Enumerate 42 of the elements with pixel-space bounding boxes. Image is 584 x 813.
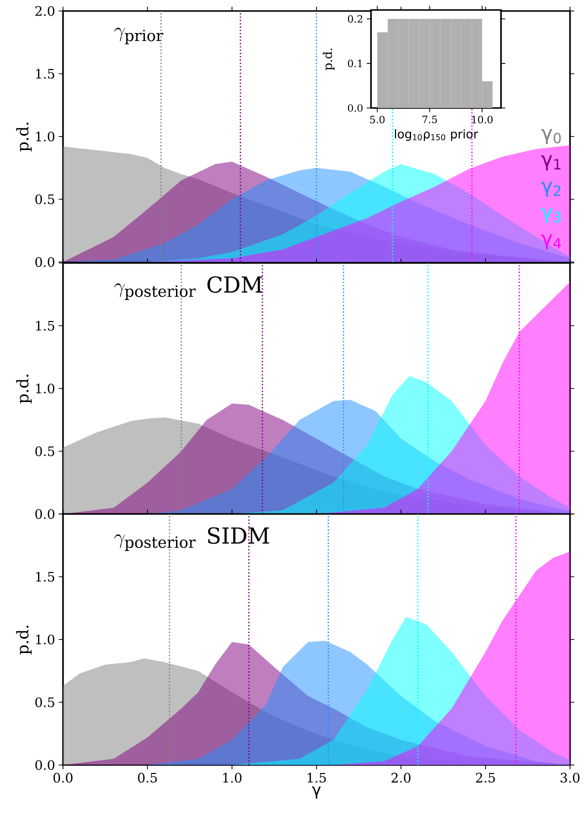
y-tick-label: 0.1 bbox=[348, 60, 362, 68]
x-tick-label: 10.0 bbox=[472, 116, 493, 124]
y-tick-label: 0.0 bbox=[35, 760, 54, 770]
annotation: $\gamma_{\mathrm{prior}}$ bbox=[114, 28, 164, 44]
x-tick-label: 0.5 bbox=[138, 772, 157, 783]
y-tick-label: 0.0 bbox=[35, 509, 54, 519]
y-tick-label: 0.2 bbox=[348, 15, 362, 23]
x-tick-label: 2.0 bbox=[392, 772, 410, 783]
y-tick-label: 1.0 bbox=[36, 634, 54, 644]
series-label: γ$_{3}$ bbox=[541, 208, 561, 224]
annotation: $\gamma_{\mathrm{posterior}}$ bbox=[114, 283, 196, 300]
x-tick-label: 1.5 bbox=[308, 772, 326, 783]
x-axis-title: γ bbox=[312, 786, 321, 799]
y-tick-label: 0.5 bbox=[35, 697, 54, 708]
y-tick-label: 1.5 bbox=[36, 572, 54, 582]
y-tick-label: 1.5 bbox=[36, 320, 54, 331]
y-tick-label: 0.0 bbox=[35, 257, 54, 267]
text: γ$_{0}$ bbox=[541, 128, 561, 144]
annotation: CDM bbox=[207, 276, 262, 293]
y-axis-title: p.d. bbox=[16, 626, 32, 654]
y-axis-title: p.d. bbox=[322, 48, 334, 70]
y-tick-label: 1.0 bbox=[36, 132, 54, 142]
series-label: γ$_{4}$ bbox=[541, 234, 561, 250]
annotation: SIDM bbox=[208, 527, 270, 544]
x-tick-label: 2.5 bbox=[476, 772, 495, 783]
annotation: $\gamma_{\mathrm{posterior}}$ bbox=[114, 534, 196, 551]
text: γ$_{1}$ bbox=[541, 155, 560, 170]
y-tick-label: 1.5 bbox=[36, 68, 54, 79]
y-tick-label: 2.0 bbox=[35, 6, 54, 16]
y-tick-label: 0.5 bbox=[35, 194, 54, 204]
x-tick-label: 3.0 bbox=[560, 772, 580, 783]
x-tick-label: 1.0 bbox=[223, 772, 242, 783]
text: γ$_{2}$ bbox=[541, 182, 560, 197]
y-axis-title: p.d. bbox=[16, 374, 32, 404]
x-axis-title: log$_{10}$ρ$_{150}$ prior bbox=[394, 129, 478, 141]
x-tick-label: 0.0 bbox=[54, 772, 72, 783]
x-tick-label: 7.5 bbox=[422, 116, 437, 124]
x-tick-label: 5.0 bbox=[370, 116, 385, 124]
y-tick-label: 0.0 bbox=[348, 104, 363, 112]
y-tick-label: 0.5 bbox=[35, 446, 54, 456]
y-axis-title: p.d. bbox=[16, 122, 32, 152]
y-tick-label: 1.0 bbox=[36, 384, 54, 394]
